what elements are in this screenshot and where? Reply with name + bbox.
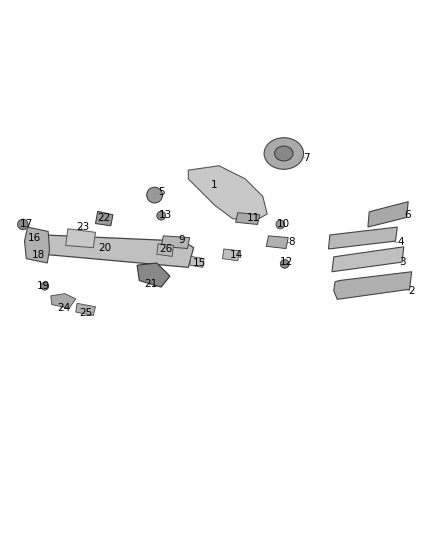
Circle shape [41, 282, 49, 290]
Text: 7: 7 [303, 153, 310, 163]
Text: 6: 6 [404, 210, 411, 220]
Text: 15: 15 [193, 258, 206, 268]
Text: 25: 25 [79, 309, 92, 318]
Text: 8: 8 [288, 237, 295, 247]
Polygon shape [332, 247, 404, 272]
Text: 17: 17 [20, 219, 33, 229]
Text: 22: 22 [98, 213, 111, 223]
Text: 14: 14 [230, 249, 243, 260]
Polygon shape [266, 236, 288, 248]
Text: 1: 1 [211, 181, 218, 190]
Polygon shape [39, 235, 194, 268]
Text: 13: 13 [159, 210, 172, 220]
Circle shape [280, 260, 289, 268]
Text: 20: 20 [99, 243, 112, 253]
Circle shape [147, 187, 162, 203]
Polygon shape [76, 303, 95, 316]
Polygon shape [328, 227, 397, 249]
Text: 18: 18 [32, 249, 45, 260]
Polygon shape [223, 249, 239, 261]
Circle shape [157, 211, 166, 220]
Text: 23: 23 [77, 222, 90, 232]
Text: 16: 16 [28, 232, 41, 243]
Text: 12: 12 [279, 257, 293, 267]
Text: 5: 5 [158, 187, 165, 197]
Polygon shape [51, 294, 76, 308]
Polygon shape [95, 211, 113, 226]
Polygon shape [161, 236, 190, 248]
Text: 9: 9 [178, 235, 185, 245]
Circle shape [18, 219, 28, 230]
Ellipse shape [275, 146, 293, 161]
Text: 11: 11 [247, 213, 260, 223]
Text: 10: 10 [277, 219, 290, 229]
Polygon shape [368, 201, 408, 227]
Circle shape [276, 220, 285, 229]
Polygon shape [334, 272, 412, 300]
Ellipse shape [264, 138, 304, 169]
Polygon shape [236, 213, 260, 224]
Text: 19: 19 [37, 281, 50, 291]
Text: 2: 2 [408, 286, 415, 296]
Polygon shape [66, 229, 95, 248]
Text: 26: 26 [159, 244, 172, 254]
Text: 4: 4 [397, 237, 404, 247]
Polygon shape [188, 166, 267, 223]
Polygon shape [157, 244, 173, 256]
Polygon shape [190, 256, 204, 268]
Text: 21: 21 [145, 279, 158, 289]
Text: 24: 24 [57, 303, 70, 313]
Polygon shape [25, 227, 49, 263]
Text: 3: 3 [399, 257, 406, 267]
Polygon shape [137, 263, 170, 287]
